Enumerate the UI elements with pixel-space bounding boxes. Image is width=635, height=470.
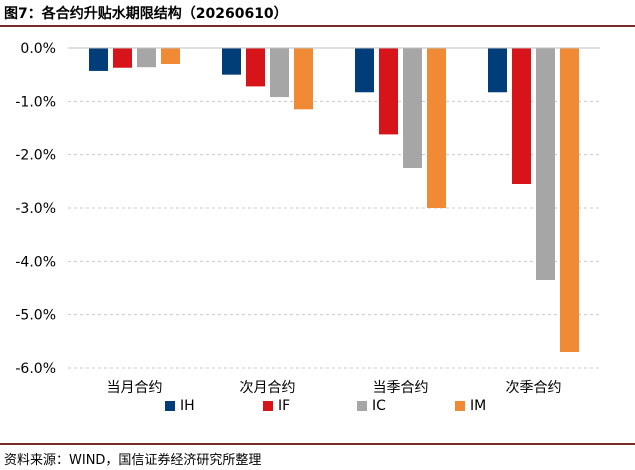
bar-ic-4 — [536, 48, 555, 280]
legend-swatch — [263, 401, 273, 411]
y-tick-label: -1.0% — [15, 94, 56, 110]
bar-im-1 — [161, 48, 180, 64]
bar-ih-1 — [89, 48, 108, 71]
bar-chart: 0.0% -1.0% -2.0% -3.0% -4.0% -5.0% -6.0% 当月合约 次月… — [15, 41, 600, 396]
y-tick-label: 0.0% — [20, 41, 56, 57]
legend-label: IM — [470, 398, 487, 414]
chart-legend: IH IF IC IM — [0, 398, 635, 418]
bar-im-3 — [427, 48, 446, 208]
bar-im-2 — [294, 48, 313, 110]
y-tick-label: -2.0% — [15, 148, 56, 164]
y-tick-label: -5.0% — [15, 308, 56, 324]
y-tick-label: -3.0% — [15, 201, 56, 217]
y-tick-label: -6.0% — [15, 361, 56, 377]
legend-item-ic: IC — [357, 398, 386, 414]
bottom-divider — [0, 443, 635, 445]
legend-swatch — [165, 401, 175, 411]
bar-if-3 — [379, 48, 398, 135]
legend-item-if: IF — [263, 398, 290, 414]
x-tick-label: 次季合约 — [506, 380, 562, 396]
legend-swatch — [455, 401, 465, 411]
bar-if-1 — [113, 48, 132, 68]
bar-ih-4 — [488, 48, 507, 93]
x-tick-label: 次月合约 — [240, 380, 296, 396]
legend-item-ih: IH — [165, 398, 195, 414]
x-tick-label: 当季合约 — [373, 380, 429, 396]
source-note: 资料来源：WIND，国信证券经济研究所整理 — [4, 453, 262, 468]
figure-title: 图7：各合约升贴水期限结构（20260610） — [4, 6, 288, 22]
bar-im-4 — [560, 48, 579, 352]
bar-ic-1 — [137, 48, 156, 68]
top-divider — [0, 25, 635, 27]
legend-label: IC — [372, 398, 386, 414]
bar-ic-2 — [270, 48, 289, 98]
bar-ih-2 — [222, 48, 241, 75]
legend-item-im: IM — [455, 398, 486, 414]
bar-if-2 — [246, 48, 265, 87]
legend-label: IF — [278, 398, 291, 414]
legend-label: IH — [180, 398, 195, 414]
bar-ic-3 — [403, 48, 422, 168]
legend-swatch — [357, 401, 367, 411]
bar-if-4 — [512, 48, 531, 184]
x-tick-label: 当月合约 — [107, 380, 163, 396]
bar-ih-3 — [355, 48, 374, 93]
y-tick-label: -4.0% — [15, 254, 56, 270]
